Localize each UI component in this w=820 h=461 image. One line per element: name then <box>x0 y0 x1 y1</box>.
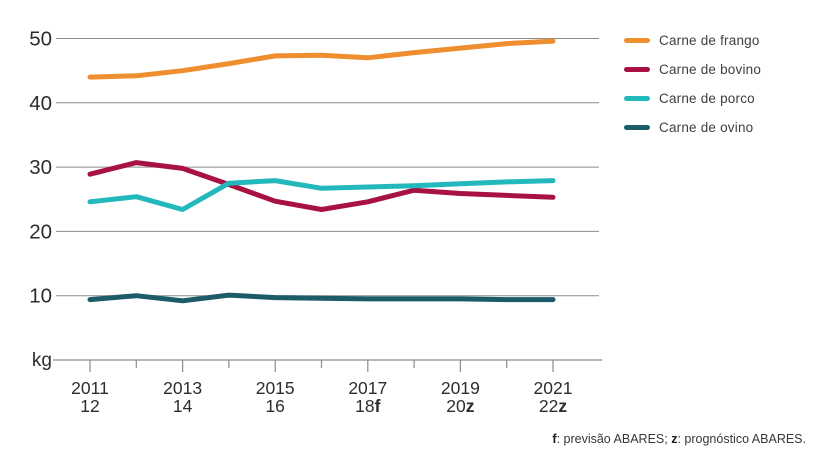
legend-swatch-porco-icon <box>624 95 650 101</box>
x-label-year-2013: 2013 <box>163 378 202 398</box>
x-label-year-2017: 2017 <box>348 378 387 398</box>
legend-label-porco: Carne de porco <box>659 90 755 106</box>
x-label-sub-18: 18f <box>355 396 380 416</box>
legend-label-ovino: Carne de ovino <box>659 119 754 135</box>
series-line-frango <box>87 38 556 80</box>
legend-swatch-frango-icon <box>624 37 650 43</box>
legend-swatch-bovino-icon <box>624 66 650 72</box>
y-axis-label-50: 50 <box>29 28 52 51</box>
x-label-year-2015: 2015 <box>256 378 295 398</box>
legend-label-bovino: Carne de bovino <box>659 61 762 77</box>
y-axis-label-20: 20 <box>29 220 52 243</box>
legend-item-ovino: Carne de ovino <box>624 119 761 135</box>
legend-swatch-ovino-icon <box>624 124 650 130</box>
footnote-f-symbol: f <box>552 432 557 446</box>
footnote-z-text: : prognóstico ABARES. <box>677 432 806 446</box>
legend-item-porco: Carne de porco <box>624 90 761 106</box>
series-line-ovino <box>87 292 556 304</box>
footnote-z-symbol: z <box>671 432 678 446</box>
x-label-year-2021: 2021 <box>534 378 573 398</box>
y-axis-label-40: 40 <box>29 92 52 115</box>
y-axis-label-10: 10 <box>29 285 52 308</box>
x-label-sub-22: 22z <box>539 396 567 416</box>
x-label-sub-16: 16 <box>265 396 284 416</box>
kg-unit-label: kg <box>32 350 52 371</box>
legend: Carne de frango Carne de bovino Carne de… <box>624 33 761 149</box>
footnote-f-text: : previsão ABARES; <box>556 432 672 446</box>
x-label-sub-20: 20z <box>446 396 474 416</box>
series-line-porco <box>87 178 556 212</box>
x-label-sub-14: 14 <box>173 396 193 416</box>
x-label-year-2019: 2019 <box>441 378 480 398</box>
x-label-year-2011: 2011 <box>71 378 109 398</box>
legend-item-frango: Carne de frango <box>624 32 761 48</box>
y-axis-label-30: 30 <box>29 156 52 179</box>
legend-item-bovino: Carne de bovino <box>624 61 762 77</box>
x-label-sub-12: 12 <box>80 396 99 416</box>
legend-label-frango: Carne de frango <box>659 32 760 48</box>
series-line-bovino <box>87 160 556 212</box>
footnote: f: previsão ABARES; z: prognóstico ABARE… <box>552 432 806 446</box>
